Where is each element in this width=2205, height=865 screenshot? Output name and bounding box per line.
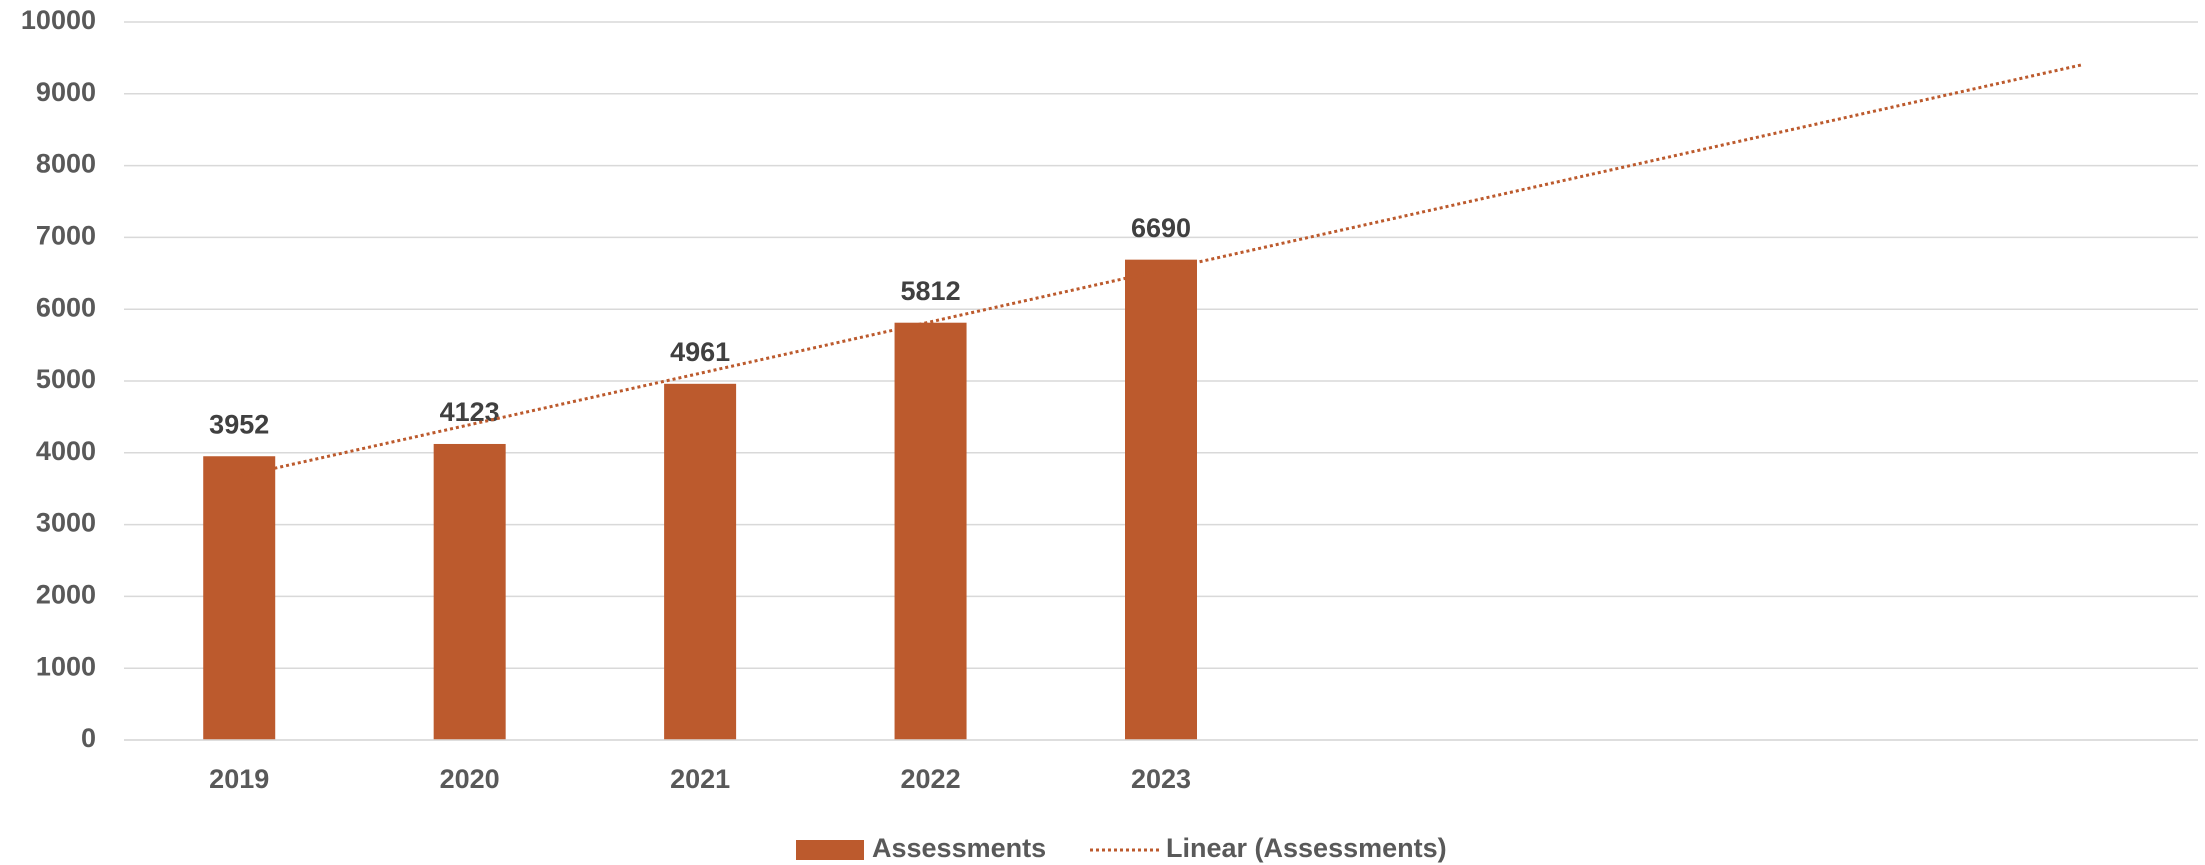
- legend-label: Assessments: [872, 833, 1046, 863]
- y-tick-label: 2000: [36, 580, 96, 610]
- x-tick-label: 2022: [901, 764, 961, 794]
- y-tick-label: 1000: [36, 651, 96, 681]
- y-tick-label: 8000: [36, 149, 96, 179]
- bar: [664, 383, 737, 740]
- y-tick-label: 7000: [36, 221, 96, 251]
- x-tick-label: 2023: [1131, 764, 1191, 794]
- bar: [203, 456, 276, 740]
- data-label: 4123: [440, 397, 500, 427]
- y-tick-label: 10000: [21, 5, 96, 35]
- legend-swatch: [796, 840, 864, 860]
- trendline: [238, 63, 2084, 478]
- data-label: 5812: [901, 276, 961, 306]
- data-label: 4961: [670, 337, 730, 367]
- y-tick-label: 6000: [36, 292, 96, 322]
- y-tick-label: 4000: [36, 436, 96, 466]
- y-tick-label: 9000: [36, 77, 96, 107]
- bar: [1125, 259, 1197, 740]
- bar: [894, 322, 967, 740]
- y-tick-label: 3000: [36, 508, 96, 538]
- bar: [433, 443, 506, 740]
- data-label: 6690: [1131, 213, 1191, 243]
- x-tick-label: 2019: [209, 764, 269, 794]
- x-tick-label: 2020: [440, 764, 500, 794]
- y-tick-label: 5000: [36, 364, 96, 394]
- data-label: 3952: [209, 409, 269, 439]
- x-tick-label: 2021: [670, 764, 730, 794]
- legend-label: Linear (Assessments): [1166, 833, 1447, 863]
- y-tick-label: 0: [81, 723, 96, 753]
